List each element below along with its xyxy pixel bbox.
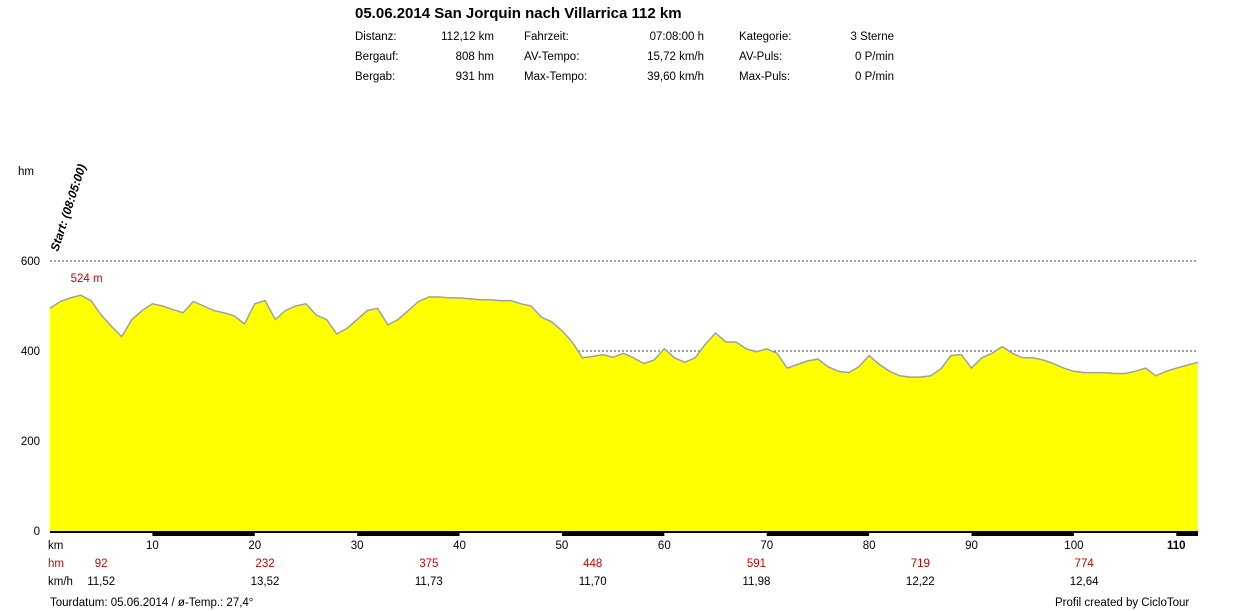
x-row-value: 11,73 (414, 576, 443, 588)
x-axis-segment (766, 531, 870, 536)
x-row-value: 12,22 (905, 576, 935, 588)
x-row-value: 10 (145, 540, 159, 552)
y-tick-label: 600 (21, 256, 40, 268)
stat-value-max-puls: 0 P/min (855, 71, 894, 83)
x-row-value: 40 (453, 540, 466, 552)
x-row-value: 90 (965, 540, 978, 552)
x-row-value: 92 (94, 558, 108, 570)
kmh-unit-label: km/h (48, 576, 73, 588)
x-row-value: 11,52 (87, 576, 116, 588)
x-row-value: 110 (1167, 540, 1186, 552)
x-row-value: 20 (248, 540, 262, 552)
x-row-value: 100 (1064, 540, 1084, 552)
stat-label-bergab: Bergab: (355, 71, 396, 83)
stat-value-distanz: 112,12 km (441, 31, 494, 43)
stat-value-bergauf: 808 hm (455, 51, 494, 63)
stat-value-av-puls: 0 P/min (855, 51, 894, 63)
max-elevation-label: 524 m (71, 273, 103, 285)
x-row-value: 70 (760, 540, 774, 552)
stat-label-max-puls: Max-Puls: (739, 71, 791, 83)
stat-value-fahrzeit: 07:08:00 h (649, 31, 704, 43)
y-tick-label: 200 (21, 436, 40, 448)
stat-value-kategorie: 3 Sterne (850, 31, 894, 43)
x-axis-bar (50, 531, 1198, 536)
y-tick-labels: 0 200 400 600 (21, 256, 40, 538)
stat-value-bergab: 931 hm (455, 71, 494, 83)
hm-unit-label: hm (48, 558, 64, 570)
x-row-value: 591 (746, 558, 767, 570)
stat-label-max-tempo: Max-Tempo: (524, 71, 588, 83)
start-label: Start: (08:05:00) (48, 162, 89, 253)
footer-credit: Profil created by CicloTour (1055, 597, 1190, 609)
elevation-area (50, 295, 1198, 531)
x-axis-segment (971, 531, 1074, 536)
x-row-value: 375 (419, 558, 439, 570)
x-axis-segment (152, 531, 255, 536)
x-row-value: 11,98 (742, 576, 771, 588)
x-row-value: 30 (350, 540, 364, 552)
x-row-value: 11,70 (578, 576, 607, 588)
x-row-value: 719 (910, 558, 930, 570)
stat-label-av-puls: AV-Puls: (739, 51, 783, 63)
km-unit-label: km (48, 540, 64, 552)
x-row-value: 232 (255, 558, 275, 570)
x-row-value: 774 (1074, 558, 1094, 570)
y-axis-label: hm (18, 166, 34, 178)
x-row-value: 12,64 (1069, 576, 1099, 588)
footer-tour-info: Tourdatum: 05.06.2014 / ø-Temp.: 27,4° (50, 597, 254, 609)
y-tick-label: 0 (34, 526, 40, 538)
stat-value-av-tempo: 15,72 km/h (647, 51, 704, 63)
x-row-value: 60 (657, 540, 671, 552)
stat-label-distanz: Distanz: (355, 31, 397, 43)
stat-label-av-tempo: AV-Tempo: (524, 51, 580, 63)
stat-label-bergauf: Bergauf: (355, 51, 399, 63)
stat-value-max-tempo: 39,60 km/h (647, 71, 704, 83)
x-row-value: 80 (862, 540, 876, 552)
chart-title: 05.06.2014 San Jorquin nach Villarrica 1… (355, 5, 682, 22)
x-row-value: 448 (583, 558, 603, 570)
x-axis-segment (561, 531, 665, 536)
x-axis-segment (1176, 531, 1198, 536)
stat-label-fahrzeit: Fahrzeit: (524, 31, 569, 43)
x-axis-segment (357, 531, 460, 536)
x-row-value: 50 (555, 540, 569, 552)
elevation-line (49, 294, 1199, 378)
x-row-value: 13,52 (250, 576, 280, 588)
stat-label-kategorie: Kategorie: (739, 31, 792, 43)
y-tick-label: 400 (21, 346, 40, 358)
